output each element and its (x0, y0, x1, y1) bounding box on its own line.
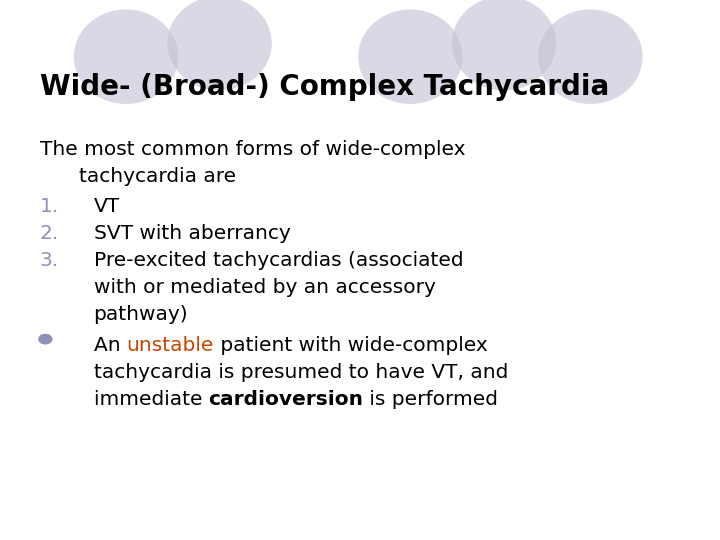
Ellipse shape (452, 0, 556, 90)
Text: VT: VT (94, 197, 120, 216)
Text: Pre-excited tachycardias (associated: Pre-excited tachycardias (associated (94, 251, 463, 270)
Ellipse shape (167, 0, 272, 90)
Text: SVT with aberrancy: SVT with aberrancy (94, 224, 290, 243)
Text: is performed: is performed (364, 390, 498, 409)
Text: 1.: 1. (40, 197, 59, 216)
Ellipse shape (359, 10, 462, 104)
Ellipse shape (73, 10, 179, 104)
Text: tachycardia are: tachycardia are (79, 167, 236, 186)
Ellipse shape (538, 10, 643, 104)
Text: Wide- (Broad-) Complex Tachycardia: Wide- (Broad-) Complex Tachycardia (40, 73, 609, 101)
Text: unstable: unstable (127, 336, 214, 355)
Text: pathway): pathway) (94, 305, 188, 324)
Text: patient with wide-complex: patient with wide-complex (214, 336, 487, 355)
Text: The most common forms of wide-complex: The most common forms of wide-complex (40, 140, 465, 159)
Text: cardioversion: cardioversion (209, 390, 364, 409)
Text: tachycardia is presumed to have VT, and: tachycardia is presumed to have VT, and (94, 363, 508, 382)
Text: An: An (94, 336, 127, 355)
Text: 2.: 2. (40, 224, 59, 243)
Text: with or mediated by an accessory: with or mediated by an accessory (94, 278, 436, 297)
Circle shape (38, 334, 53, 345)
Text: immediate: immediate (94, 390, 209, 409)
Text: 3.: 3. (40, 251, 59, 270)
